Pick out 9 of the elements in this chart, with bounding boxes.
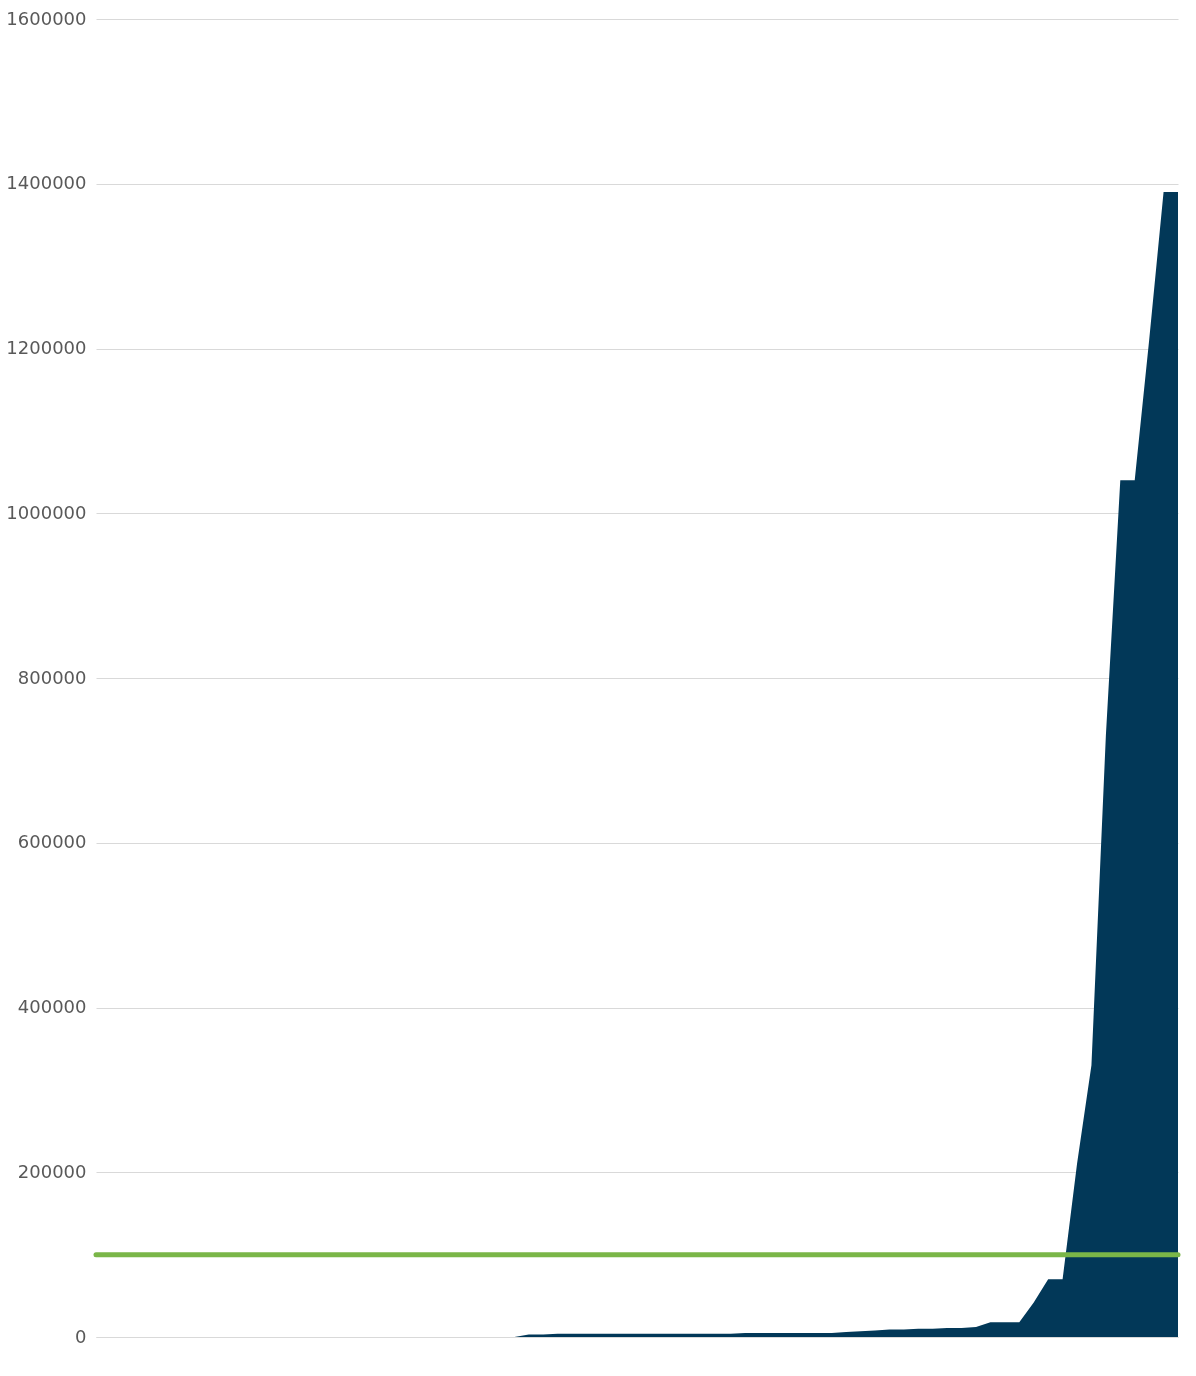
y-tick-label: 400000 (17, 996, 87, 1017)
y-tick-label: 200000 (17, 1160, 87, 1182)
y-tick-label: 1200000 (6, 337, 87, 358)
y-tick-label: 1400000 (6, 172, 87, 194)
y-tick-label: 600000 (17, 831, 87, 853)
y-tick-label: 0 (75, 1325, 87, 1347)
y-tick-label: 1000000 (6, 501, 87, 523)
y-tick-label: 1600000 (6, 7, 87, 29)
y-tick-label: 800000 (17, 666, 87, 688)
